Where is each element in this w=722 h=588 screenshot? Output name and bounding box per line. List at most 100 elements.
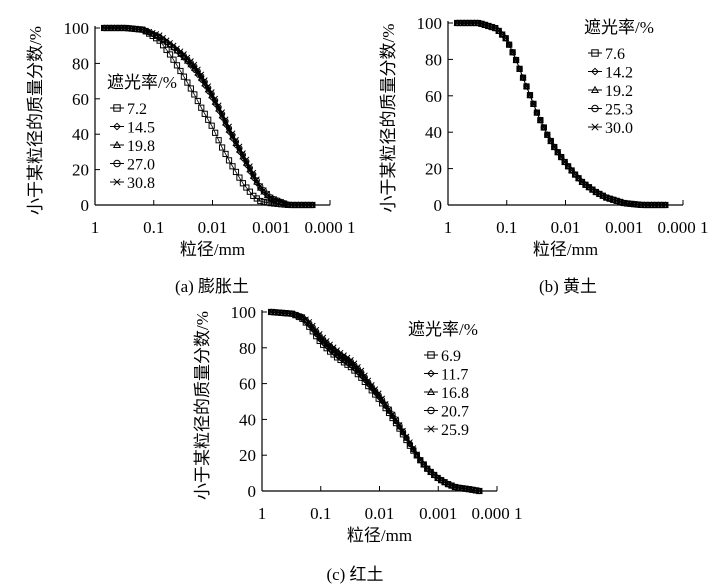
data-point xyxy=(205,83,212,90)
data-point xyxy=(341,352,347,359)
data-point xyxy=(299,314,306,321)
data-point xyxy=(505,41,513,48)
data-point xyxy=(400,427,406,434)
y-tick-label: 0 xyxy=(434,196,443,215)
legend-label: 11.7 xyxy=(441,367,468,384)
legend-label: 16.8 xyxy=(441,385,469,402)
data-point xyxy=(575,175,582,182)
legend-marker xyxy=(113,122,121,131)
data-point xyxy=(568,167,575,174)
data-point xyxy=(236,145,243,152)
series-line xyxy=(457,22,666,206)
panel-caption: (a) 膨胀土 xyxy=(175,277,249,296)
data-point xyxy=(512,56,520,64)
data-point xyxy=(215,137,222,144)
data-point xyxy=(260,187,267,194)
x-tick-label: 0.000 1 xyxy=(305,218,356,237)
data-point xyxy=(519,74,527,81)
legend-marker xyxy=(113,159,121,168)
data-point xyxy=(368,383,375,390)
y-tick-label: 100 xyxy=(64,19,90,38)
data-point xyxy=(536,116,544,123)
data-point xyxy=(142,27,149,34)
data-point xyxy=(554,148,562,155)
data-point xyxy=(603,194,610,201)
y-tick-label: 80 xyxy=(425,50,442,69)
data-point xyxy=(260,198,267,206)
data-point xyxy=(413,451,420,458)
data-point xyxy=(596,190,603,197)
x-tick-label: 0.001 xyxy=(419,504,457,523)
x-tick-label: 0.1 xyxy=(143,218,164,237)
series-25.9 xyxy=(268,309,483,494)
data-point xyxy=(139,26,146,33)
legend-label: 27.0 xyxy=(127,157,155,174)
data-point xyxy=(368,381,375,388)
y-tick-label: 60 xyxy=(72,90,89,109)
data-point xyxy=(313,326,320,333)
data-point xyxy=(302,316,309,324)
x-axis-title: 粒径/mm xyxy=(180,240,245,259)
data-point xyxy=(427,468,434,476)
data-point xyxy=(547,137,554,145)
data-point xyxy=(187,85,194,92)
y-tick-label: 20 xyxy=(425,160,442,179)
data-point xyxy=(260,188,268,196)
data-point xyxy=(320,336,327,343)
data-point xyxy=(198,73,205,80)
data-point xyxy=(232,168,240,176)
data-point xyxy=(557,153,565,160)
data-point xyxy=(403,434,410,442)
legend-marker xyxy=(591,123,599,131)
data-point xyxy=(396,422,403,428)
data-point xyxy=(516,65,523,72)
y-axis-title: 小于某粒径的质量分数/% xyxy=(379,24,398,213)
data-point xyxy=(543,131,551,138)
data-point xyxy=(613,197,620,204)
data-point xyxy=(441,479,448,486)
y-tick-label: 60 xyxy=(239,375,256,394)
data-point xyxy=(365,377,372,384)
data-point xyxy=(478,20,485,27)
y-axis-title: 小于某粒径的质量分数/% xyxy=(26,26,45,215)
data-point xyxy=(513,57,520,63)
data-point xyxy=(372,386,379,393)
data-point xyxy=(379,396,386,403)
data-point xyxy=(550,143,558,150)
data-point xyxy=(278,198,285,205)
data-point xyxy=(389,411,396,418)
data-point xyxy=(431,471,438,479)
data-point xyxy=(599,192,606,199)
data-point xyxy=(529,100,537,107)
legend-label: 14.2 xyxy=(605,65,633,82)
legend-marker xyxy=(427,351,435,359)
data-point xyxy=(191,63,198,70)
data-point xyxy=(222,116,229,123)
data-point xyxy=(474,20,481,26)
data-point xyxy=(502,35,509,42)
data-point xyxy=(292,311,299,318)
legend-label: 20.7 xyxy=(441,404,469,421)
data-point xyxy=(416,456,424,463)
x-tick-label: 0.000 1 xyxy=(472,504,523,523)
data-point xyxy=(406,439,413,446)
series-25.3 xyxy=(454,19,669,209)
data-point xyxy=(267,194,274,201)
data-point xyxy=(502,34,510,41)
y-tick-label: 20 xyxy=(72,161,89,180)
data-point xyxy=(163,46,170,53)
data-point xyxy=(476,488,483,494)
data-point xyxy=(236,174,243,181)
data-point xyxy=(509,49,516,56)
legend-label: 30.0 xyxy=(605,120,633,137)
data-point xyxy=(263,192,271,199)
data-point xyxy=(229,130,236,137)
y-tick-label: 80 xyxy=(72,54,89,73)
y-tick-label: 20 xyxy=(239,446,256,465)
data-point xyxy=(201,77,208,84)
data-point xyxy=(198,104,205,111)
data-point xyxy=(167,39,173,46)
data-point xyxy=(375,392,382,399)
data-point xyxy=(306,320,313,327)
